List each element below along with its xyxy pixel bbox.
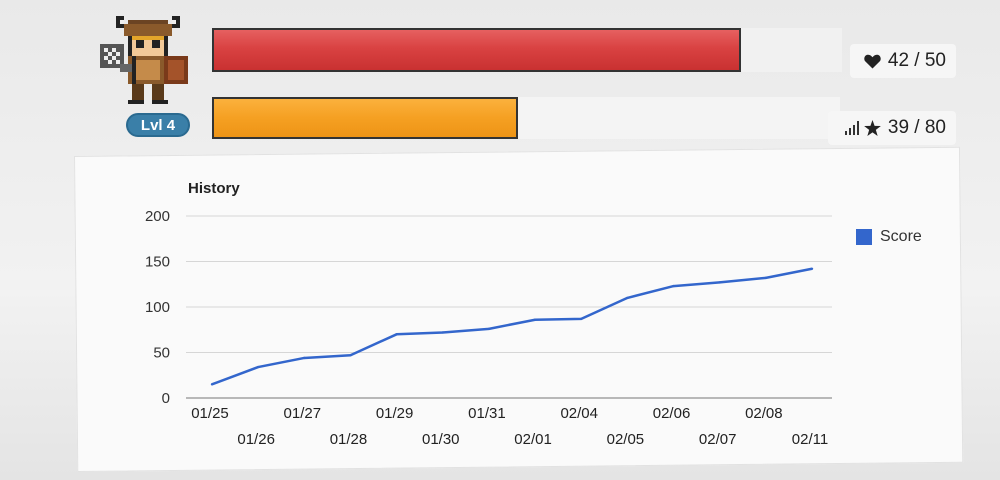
- health-value: 42 / 50: [887, 50, 946, 71]
- data-point: [533, 318, 537, 321]
- data-point: [580, 317, 583, 321]
- y-tick-label: 200: [145, 208, 170, 225]
- x-tick-label: 02/05: [607, 431, 645, 448]
- legend-label-score: Score: [880, 228, 922, 245]
- data-point: [718, 281, 721, 284]
- data-point: [672, 284, 675, 288]
- y-tick-label: 150: [145, 254, 170, 271]
- x-tick-label: 01/29: [376, 405, 414, 422]
- x-tick-label: 01/31: [468, 405, 506, 422]
- x-tick-label: 02/04: [560, 405, 598, 422]
- data-point: [256, 365, 260, 369]
- level-badge: Lvl 4: [126, 113, 190, 137]
- experience-bar-fill: [212, 97, 519, 139]
- legend-swatch-score: [856, 229, 872, 245]
- x-tick-label: 01/25: [191, 405, 229, 422]
- chart-legend: Score: [856, 228, 922, 246]
- y-tick-label: 50: [153, 345, 170, 362]
- x-tick-label: 01/27: [284, 405, 322, 422]
- experience-readout: 39 / 80: [828, 111, 956, 145]
- data-point: [626, 296, 629, 300]
- health-bar-fill: [212, 28, 742, 72]
- y-tick-label: 0: [162, 390, 170, 407]
- x-tick-label: 02/08: [745, 405, 783, 422]
- y-tick-label: 100: [145, 299, 170, 316]
- x-tick-label: 02/07: [699, 431, 737, 448]
- warrior-avatar: [100, 16, 188, 104]
- health-bar: [212, 28, 842, 72]
- signal-bars-icon: [844, 121, 859, 135]
- data-point: [395, 333, 398, 336]
- series-line-score: [211, 267, 813, 386]
- experience-value: 39 / 80: [887, 117, 946, 138]
- data-point: [764, 276, 768, 280]
- x-tick-label: 01/30: [422, 431, 460, 448]
- data-point: [441, 331, 444, 334]
- experience-bar: [212, 97, 840, 139]
- heart-icon: [864, 54, 881, 68]
- data-point: [303, 356, 306, 360]
- data-point: [349, 354, 352, 357]
- data-point: [487, 327, 491, 331]
- x-tick-label: 01/28: [330, 431, 368, 448]
- x-tick-label: 01/26: [237, 431, 275, 448]
- chart-title: History: [188, 180, 240, 197]
- data-point: [810, 267, 814, 270]
- star-icon: [864, 120, 881, 136]
- x-tick-label: 02/11: [792, 431, 828, 448]
- x-tick-label: 02/06: [653, 405, 691, 422]
- x-tick-label: 02/01: [514, 431, 552, 448]
- data-point: [210, 383, 214, 386]
- health-readout: 42 / 50: [850, 44, 956, 78]
